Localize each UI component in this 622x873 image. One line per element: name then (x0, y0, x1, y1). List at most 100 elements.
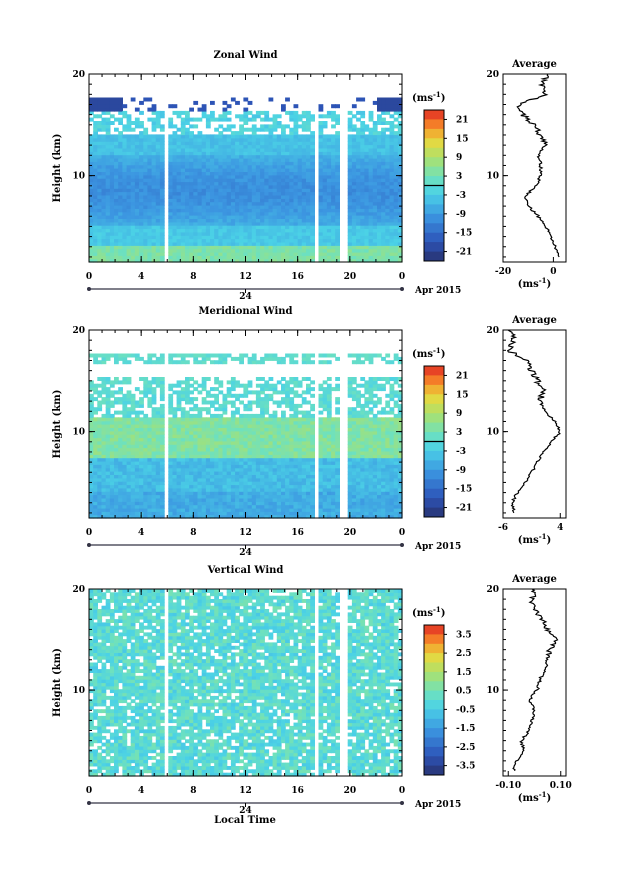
heatmap-cell (134, 511, 140, 516)
heatmap-cell (322, 208, 328, 213)
heatmap-cell (247, 420, 253, 425)
heatmap-cell (147, 403, 153, 408)
heatmap-cell (89, 218, 94, 223)
heatmap-cell (268, 141, 274, 146)
heatmap-cell (368, 181, 374, 186)
heatmap-cell (168, 248, 174, 253)
heatmap-cell (285, 161, 290, 166)
heatmap-cell (197, 228, 203, 233)
heatmap-cell (109, 104, 115, 109)
heatmap-cell (172, 144, 178, 149)
heatmap-cell (268, 440, 274, 445)
heatmap-cell (226, 474, 232, 479)
heatmap-cell (222, 417, 228, 422)
heatmap-cell (109, 417, 115, 422)
heatmap-cell (318, 241, 324, 246)
heatmap-cell (155, 228, 161, 233)
heatmap-cell (264, 258, 270, 263)
heatmap-cell (389, 174, 395, 179)
heatmap-cell (105, 137, 111, 142)
heatmap-cell (247, 208, 253, 213)
heatmap-cell (97, 221, 103, 226)
heatmap-cell (218, 494, 224, 499)
heatmap-cell (235, 171, 240, 176)
heatmap-cell (306, 201, 311, 206)
heatmap-cell (243, 454, 249, 459)
heatmap-cell (101, 356, 107, 361)
heatmap-cell (147, 383, 153, 388)
heatmap-cell (268, 238, 274, 243)
heatmap-cell (105, 231, 111, 236)
heatmap-cell (306, 225, 311, 230)
heatmap-cell (172, 484, 178, 489)
heatmap-cell (139, 397, 144, 402)
heatmap-cell (247, 100, 253, 105)
heatmap-cell (301, 245, 307, 250)
heatmap-cell (226, 238, 232, 243)
heatmap-cell (276, 464, 282, 469)
heatmap-cell (89, 444, 94, 449)
heatmap-cell (226, 178, 232, 183)
heatmap-cell (293, 198, 299, 203)
heatmap-cell (247, 430, 253, 435)
heatmap-cell (114, 174, 119, 179)
heatmap-cell (289, 151, 295, 156)
heatmap-cell (214, 511, 219, 516)
heatmap-cell (268, 241, 274, 246)
heatmap-cell (230, 487, 236, 492)
heatmap-cell (159, 464, 165, 469)
heatmap-cell (318, 218, 324, 223)
heatmap-cell (335, 241, 340, 246)
heatmap-cell (118, 184, 123, 189)
heatmap-cell (247, 171, 253, 176)
heatmap-cell (318, 104, 324, 109)
heatmap-cell (360, 241, 366, 246)
heatmap-cell (89, 178, 94, 183)
heatmap-cell (143, 191, 149, 196)
heatmap-cell (385, 258, 391, 263)
heatmap-cell (109, 434, 115, 439)
heatmap-cell (155, 454, 161, 459)
heatmap-cell (201, 194, 207, 199)
heatmap-cell (397, 168, 403, 172)
heatmap-cell (201, 178, 207, 183)
heatmap-cell (326, 225, 332, 230)
heatmap-cell (372, 204, 378, 209)
heatmap-cell (176, 174, 182, 179)
heatmap-cell (218, 444, 224, 449)
heatmap-cell (372, 137, 378, 142)
heatmap-cell (151, 380, 157, 385)
heatmap-cell (89, 147, 94, 152)
heatmap-cell (118, 97, 123, 102)
heatmap-cell (393, 137, 399, 142)
heatmap-cell (109, 460, 115, 465)
heatmap-cell (268, 507, 274, 512)
heatmap-cell (260, 410, 265, 415)
heatmap-cell (226, 471, 232, 475)
heatmap-cell (230, 434, 236, 439)
heatmap-cell (155, 147, 161, 152)
heatmap-cell (347, 238, 353, 243)
heatmap-cell (368, 188, 374, 193)
heatmap-cell (397, 124, 403, 129)
heatmap-cell (318, 161, 324, 166)
heatmap-cell (143, 225, 149, 230)
heatmap-cell (272, 241, 278, 246)
heatmap-cell (351, 178, 357, 183)
heatmap-cell (381, 255, 386, 260)
heatmap-cell (226, 501, 232, 506)
heatmap-cell (143, 131, 149, 136)
heatmap-cell (130, 407, 136, 412)
heatmap-cell (214, 487, 219, 492)
heatmap-cell (114, 154, 119, 159)
heatmap-cell (243, 440, 249, 445)
heatmap-cell (134, 484, 140, 489)
heatmap-cell (155, 440, 161, 445)
heatmap-cell (318, 251, 324, 256)
heatmap-cell (264, 383, 270, 388)
heatmap-cell (114, 397, 119, 402)
heatmap-cell (114, 107, 119, 112)
heatmap-cell (122, 491, 128, 496)
heatmap-cell (222, 127, 228, 132)
heatmap-cell (122, 464, 128, 469)
